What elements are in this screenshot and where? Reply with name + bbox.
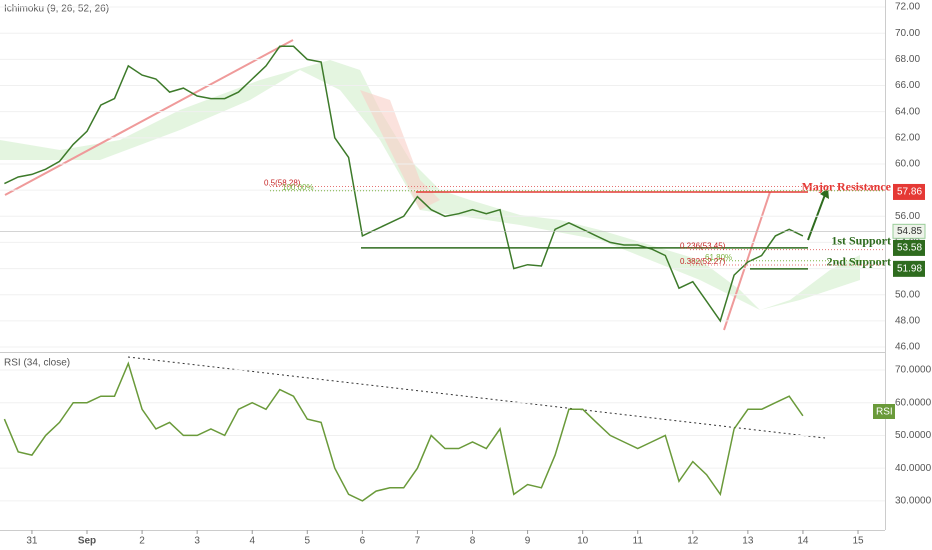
y-tick-label: 46.00 (895, 342, 920, 353)
x-tick-label: 4 (249, 536, 255, 547)
level-price: 51.98 (897, 263, 922, 274)
y-tick-label: 64.00 (895, 106, 920, 117)
x-tick-label: 14 (797, 536, 809, 547)
fib-label: 0.382(52.27) (680, 257, 726, 266)
y-tick-label: 70.00 (895, 28, 920, 39)
x-tick-label: 3 (194, 536, 200, 547)
price-indicator-title: Ichimoku (9, 26, 52, 26) (4, 4, 109, 15)
fib-label: 100.00% (282, 183, 314, 192)
x-tick-label: Sep (78, 536, 96, 547)
y-tick-label: 50.0000 (895, 430, 932, 441)
y-tick-label: 56.00 (895, 211, 920, 222)
fib-label: 0.236(53.45) (680, 242, 726, 251)
x-tick-label: 7 (415, 536, 421, 547)
level-name: 2nd Support (827, 255, 891, 269)
y-tick-label: 66.00 (895, 80, 920, 91)
x-tick-label: 8 (470, 536, 476, 547)
y-tick-label: 62.00 (895, 132, 920, 143)
trend-arrow (4, 39, 294, 196)
series-line (4, 45, 804, 323)
last-price-tag (892, 223, 926, 239)
ichimoku-cloud-bear (360, 90, 440, 210)
y-tick-label: 40.0000 (895, 463, 932, 474)
fib-label: 0.5(58.28) (264, 179, 301, 188)
y-tick-label: 48.00 (895, 316, 920, 327)
x-tick-label: 9 (525, 536, 531, 547)
level-price: 57.86 (897, 187, 922, 198)
x-tick-label: 11 (633, 536, 644, 547)
rsi-badge-label: RSI (876, 407, 893, 418)
y-tick-label: 50.00 (895, 289, 920, 300)
series-line (3, 361, 804, 502)
y-tick-label: 68.00 (895, 54, 920, 65)
y-tick-label: 30.0000 (895, 496, 932, 507)
arrow-head (820, 188, 829, 199)
level-price: 53.58 (897, 243, 922, 254)
x-tick-label: 31 (26, 536, 38, 547)
fib-label: 61.80% (705, 253, 732, 262)
x-tick-label: 12 (687, 536, 699, 547)
x-tick-label: 13 (742, 536, 754, 547)
x-tick-label: 5 (305, 536, 311, 547)
y-tick-label: 60.0000 (895, 397, 932, 408)
level-tag (893, 183, 925, 200)
y-tick-label: 72.00 (895, 2, 920, 13)
y-tick-label: 70.0000 (895, 365, 932, 376)
rsi-badge (873, 404, 895, 419)
level-name: 1st Support (831, 234, 891, 248)
rsi-indicator-title: RSI (34, close) (4, 358, 70, 369)
x-tick-label: 15 (852, 536, 864, 547)
x-tick-label: 2 (139, 536, 145, 547)
x-tick-label: 6 (360, 536, 366, 547)
level-tag (893, 239, 925, 256)
last-price-label: 54.85 (897, 226, 922, 237)
level-tag (893, 260, 925, 277)
y-tick-label: 60.00 (895, 159, 920, 170)
x-tick-label: 10 (577, 536, 589, 547)
